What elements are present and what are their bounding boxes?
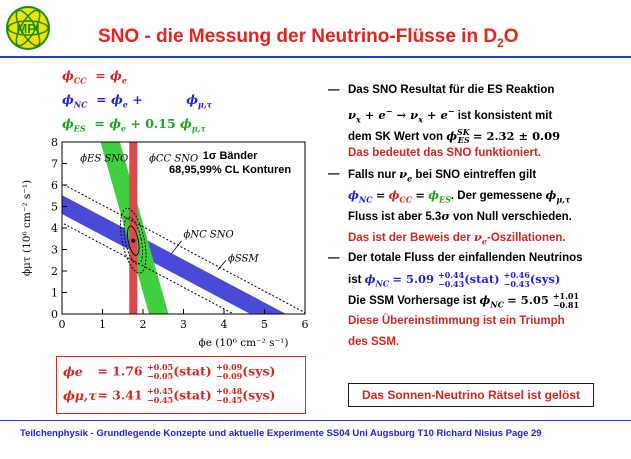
label-cc: ϕCC SNO bbox=[149, 153, 198, 164]
y-tick-label: 1 bbox=[51, 287, 58, 300]
annotation-subtitle: 68,95,99% CL Konturen bbox=[169, 164, 291, 176]
x-tick-label: 5 bbox=[261, 318, 268, 331]
ssm-pointer bbox=[217, 259, 227, 271]
bullet-dash: — bbox=[328, 252, 340, 264]
bullet-2-conclusion: Das ist der Beweis der νe-Oszillationen. bbox=[348, 230, 566, 247]
best-fit-point bbox=[131, 238, 136, 243]
bullet-1-cont2: dem SK Wert von ϕSKES = 2.32 ± 0.09 bbox=[348, 127, 561, 146]
result-phi-mutau: ϕμ,τ = 3.41 +0.45 −0.45(stat) +0.48 −0.45(… bbox=[63, 386, 276, 405]
page-title: SNO - die Messung der Neutrino-Flüsse in… bbox=[98, 26, 519, 50]
bullet-3-cont2: Die SSM Vorhersage ist ϕNC = 5.05 +1.01−… bbox=[348, 291, 580, 310]
y-axis-label: ϕμτ (10⁶ cm⁻² s⁻¹) bbox=[21, 180, 33, 276]
bullet-3: Der totale Fluss der einfallenden Neutri… bbox=[348, 252, 583, 264]
y-tick-label: 5 bbox=[51, 201, 58, 214]
label-nc: ϕNC SNO bbox=[184, 230, 234, 241]
annotation-title: 1σ Bänder bbox=[203, 150, 258, 162]
equation-nc: ϕNC = ϕe + ϕμ,τ bbox=[62, 92, 213, 110]
bullet-dash: — bbox=[328, 168, 340, 180]
nc-band bbox=[62, 195, 286, 314]
y-tick-label: 4 bbox=[51, 222, 58, 235]
results-box: ϕe = 1.76 +0.05 −0.05(stat) +0.09 −0.09(sy… bbox=[56, 356, 306, 414]
footer: Teilchenphysik - Grundlegende Konzepte u… bbox=[20, 428, 542, 439]
y-tick-label: 8 bbox=[51, 136, 58, 149]
flux-plot: 0 1 2 3 4 5 6 0 1 2 3 4 5 6 7 8 ϕe (10⁶ cm⁻² s⁻¹) ϕμτ (10… bbox=[21, 136, 309, 349]
bullet-dash: — bbox=[328, 84, 340, 96]
x-tick-label: 0 bbox=[59, 318, 66, 331]
bullet-2: Falls nur νe bei SNO eintreffen gilt bbox=[348, 167, 537, 184]
header-divider bbox=[0, 56, 631, 58]
bullet-2-cont2: Fluss ist aber 5.3σ von Null verschieden… bbox=[348, 209, 572, 223]
y-tick-label: 0 bbox=[51, 308, 58, 321]
y-tick-label: 7 bbox=[51, 158, 58, 171]
bullet-2-cont: ϕNC = ϕCC = ϕES. Der gemessene ϕμ,τ bbox=[348, 188, 571, 205]
cl-contour-2 bbox=[123, 216, 144, 265]
conclusion-box: Das Sonnen-Neutrino Rätsel ist gelöst bbox=[348, 383, 594, 407]
x-tick-label: 2 bbox=[140, 318, 147, 331]
x-axis-label: ϕe (10⁶ cm⁻² s⁻¹) bbox=[199, 337, 289, 349]
plot-area bbox=[62, 142, 305, 314]
x-tick-label: 1 bbox=[99, 318, 106, 331]
bullet-3-cont: ist ϕNC = 5.09 +0.44 −0.43(stat) +0.46 −0.… bbox=[348, 270, 561, 289]
x-tick-label: 4 bbox=[221, 318, 228, 331]
y-tick-label: 3 bbox=[51, 244, 58, 257]
y-tick-label: 6 bbox=[51, 179, 58, 192]
nc-pointer bbox=[171, 240, 182, 255]
bullet-1-cont: νx + e− → νx + e− ist konsistent mit bbox=[348, 106, 553, 125]
equation-cc: ϕCC = ϕe bbox=[62, 68, 127, 86]
equation-es: ϕES = ϕe + 0.15 ϕμ,τ bbox=[62, 116, 206, 134]
cl-contour-3 bbox=[120, 207, 147, 274]
cl-contour-1 bbox=[127, 225, 140, 256]
y-tick-label: 2 bbox=[51, 265, 58, 278]
mpi-logo: MPI bbox=[6, 6, 50, 50]
bullet-1-conclusion: Das bedeutet das SNO funktioniert. bbox=[348, 147, 541, 159]
bullet-3-conclusion: Diese Übereinstimmung ist ein Triumph bbox=[348, 315, 565, 327]
label-ssm: ϕSSM bbox=[228, 253, 259, 264]
svg-text:MPI: MPI bbox=[16, 21, 39, 36]
label-es: ϕES SNO bbox=[80, 153, 128, 164]
bullet-1: Das SNO Resultat für die ES Reaktion bbox=[348, 84, 555, 96]
ssm-upper-line bbox=[62, 183, 305, 314]
x-tick-label: 6 bbox=[302, 318, 309, 331]
bullet-3-conclusion2: des SSM. bbox=[348, 336, 400, 348]
result-phi-e: ϕe = 1.76 +0.05 −0.05(stat) +0.09 −0.09(sy… bbox=[63, 362, 276, 381]
footer-divider bbox=[0, 420, 631, 421]
x-tick-label: 3 bbox=[180, 318, 187, 331]
